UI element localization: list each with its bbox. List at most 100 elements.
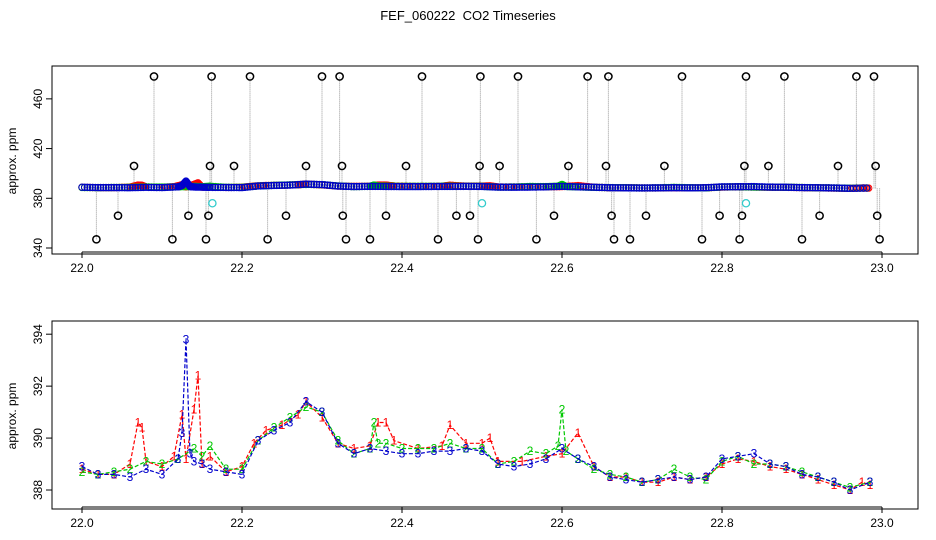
top-trace-point-series-3 [379, 182, 388, 191]
top-trace-point-series-3 [94, 183, 102, 192]
top-trace-point-series-3 [822, 184, 830, 192]
top-trace-point-series-3 [331, 182, 340, 190]
top-trace-point-series-3 [656, 184, 665, 192]
top-trace-point-series-3 [488, 183, 497, 191]
top-trace-point-series-3 [403, 182, 412, 191]
top-trace-point-series-3 [640, 184, 649, 192]
top-trace-point-series-3 [710, 183, 718, 191]
top-trace-point-series-3 [304, 180, 313, 188]
bottom-series-2-marker: 2 [511, 454, 518, 468]
top-flagged-point [609, 234, 619, 244]
bottom-series-2-marker: 2 [127, 462, 134, 476]
top-flagged-point [532, 234, 541, 244]
top-trace-point-series-3 [227, 183, 236, 192]
bottom-series-3-marker: 3 [335, 436, 342, 450]
bottom-series-3-marker: 3 [703, 470, 710, 484]
bottom-series-3-marker: 3 [527, 457, 534, 471]
top-trace-point-series-3 [752, 182, 761, 191]
bottom-series-1-marker: 1 [179, 408, 186, 422]
bottom-series-1-marker: 1 [351, 441, 358, 455]
top-trace-point-series-3 [283, 181, 292, 189]
top-trace-point-series-3 [616, 184, 625, 192]
bottom-series-3-marker: 3 [223, 465, 230, 479]
top-trace-point-series-3 [795, 183, 804, 192]
top-flagged-point [465, 211, 475, 221]
top-trace-point-series-3 [334, 182, 342, 190]
bottom-series-1-marker: 1 [495, 454, 502, 468]
top-x-tick-label: 22.6 [550, 261, 574, 275]
top-trace-point-series-3 [382, 182, 390, 191]
top-trace-point-series-3 [654, 184, 662, 192]
bottom-series-3-marker: 3 [799, 467, 806, 481]
top-trace-point-series-3 [291, 181, 300, 189]
top-flagged-point [229, 161, 239, 171]
top-trace-point-series-3 [312, 180, 321, 189]
top-trace-point-series-3 [680, 184, 689, 192]
top-trace-point-series-3 [632, 184, 641, 192]
top-trace-point-series-3 [147, 183, 156, 192]
bottom-series-3-marker: 3 [143, 462, 150, 476]
top-trace-point-series-3 [392, 182, 401, 191]
top-trace-point-series-3 [494, 183, 502, 191]
top-trace-point-series-3 [158, 183, 166, 192]
top-trace-point-series-3 [694, 184, 702, 192]
bottom-series-3-marker: 3 [199, 457, 206, 471]
top-trace-point-series-3 [80, 183, 89, 191]
top-trace-point-series-3 [555, 182, 564, 191]
top-trace-point-series-3 [838, 184, 846, 192]
top-trace-point-series-3 [296, 180, 305, 189]
top-trace-point-series-3 [366, 182, 374, 191]
top-trace-point-series-3 [675, 184, 684, 192]
bottom-series-3-marker: 3 [767, 457, 774, 471]
bottom-series-3-marker: 3 [111, 467, 118, 481]
bottom-series-1-marker: 1 [239, 460, 246, 474]
top-trace-point-series-3 [344, 182, 353, 191]
top-trace-point-series-3 [408, 182, 417, 191]
top-trace-point-series-3 [435, 182, 444, 191]
top-trace-point-series-3 [840, 184, 849, 192]
top-trace-point-series-3 [286, 181, 294, 189]
top-flagged-point [660, 161, 669, 171]
top-trace-point-series-3 [768, 183, 777, 191]
bottom-series-1-marker: 1 [439, 439, 446, 453]
top-flagged-point [317, 72, 327, 81]
bottom-series-1-marker: 1 [831, 478, 838, 492]
top-trace-point-series-3 [635, 184, 644, 192]
bottom-series-3-marker: 3 [95, 467, 102, 481]
top-trace-point-series-3 [216, 183, 225, 192]
bottom-series-2-marker: 2 [383, 436, 390, 450]
bottom-series-1-marker: 1 [767, 460, 774, 474]
bottom-series-3-marker: 3 [319, 405, 326, 419]
top-trace-point-series-3 [142, 183, 150, 192]
top-trace-point-series-3 [518, 183, 526, 191]
top-trace-point-series-3 [512, 183, 521, 191]
top-flagged-point [201, 234, 211, 244]
top-trace-point-series-3 [118, 183, 126, 192]
top-flagged-point [697, 234, 707, 244]
top-trace-point-series-3 [219, 183, 228, 192]
top-trace-point-series-3 [310, 180, 318, 189]
top-trace-point-series-3 [496, 183, 505, 191]
top-trace-point-series-3 [568, 182, 577, 191]
bottom-series-2-marker: 2 [555, 439, 562, 453]
bottom-series-3-marker: 3 [127, 470, 134, 484]
bottom-series-3-marker: 3 [415, 447, 422, 461]
top-flagged-point [564, 161, 573, 171]
top-trace-point-series-3 [478, 182, 486, 191]
top-flagged-point [737, 211, 747, 221]
top-trace-point-series-3 [299, 180, 308, 188]
bottom-series-2-marker: 2 [783, 460, 790, 474]
top-trace-point-series-3 [766, 183, 774, 191]
top-flagged-point [184, 211, 193, 221]
top-trace-point-series-3 [806, 183, 814, 192]
top-trace-point-series-3 [587, 183, 596, 191]
top-cyan-point [741, 199, 751, 208]
top-flagged-point [715, 211, 724, 221]
top-trace-point-series-3 [736, 183, 745, 191]
top-trace-point-series-3 [419, 182, 428, 191]
bottom-series-2-marker: 2 [671, 462, 678, 476]
top-trace-point-series-3 [520, 183, 529, 191]
top-trace-point-series-3 [803, 183, 812, 192]
bottom-series-1-marker: 1 [735, 452, 742, 466]
top-trace-point-series-3 [718, 183, 726, 191]
